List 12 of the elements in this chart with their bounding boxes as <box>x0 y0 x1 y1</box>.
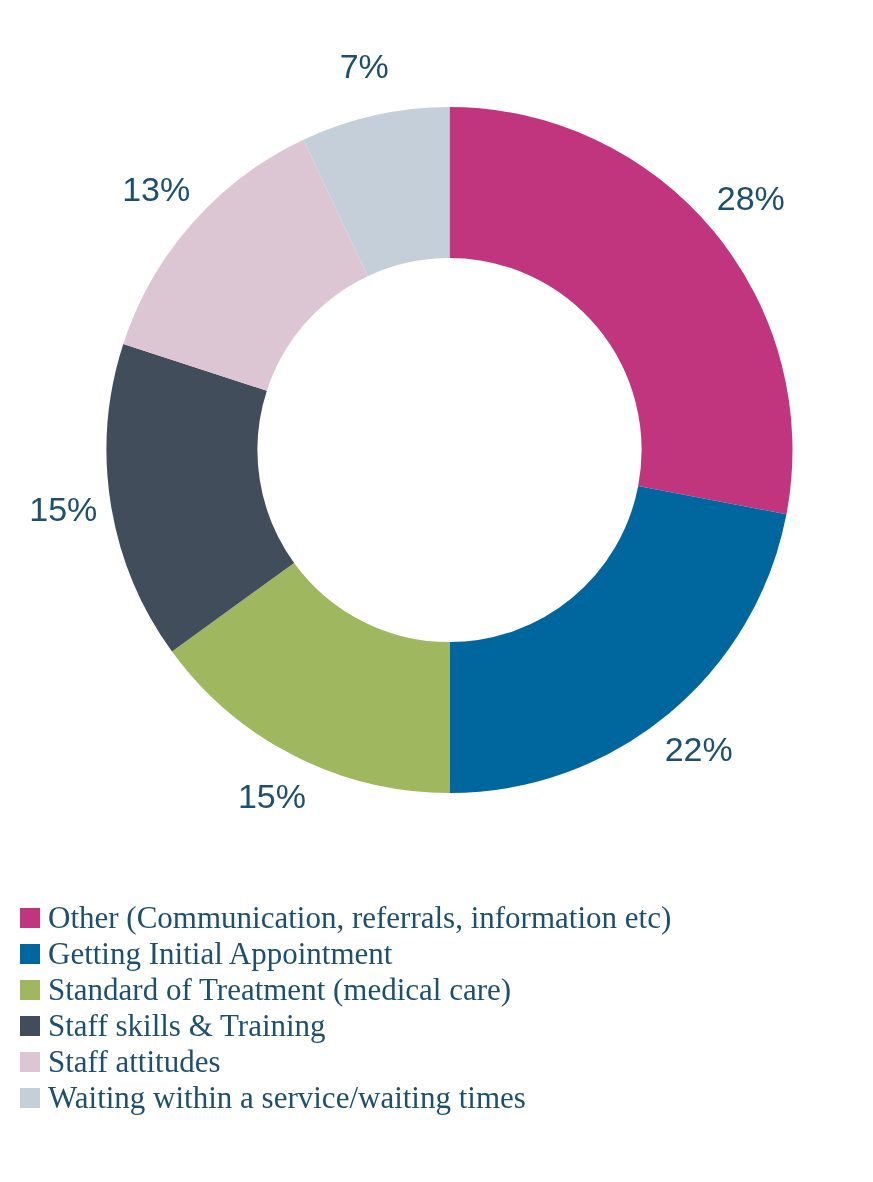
legend-label: Getting Initial Appointment <box>48 936 393 972</box>
data-label: 28% <box>716 179 785 218</box>
legend-label: Standard of Treatment (medical care) <box>48 972 512 1008</box>
legend-label: Staff attitudes <box>48 1044 221 1080</box>
legend-label: Waiting within a service/waiting times <box>48 1080 526 1116</box>
legend-label: Staff skills & Training <box>48 1008 326 1044</box>
data-label: 13% <box>122 169 191 208</box>
legend-label: Other (Communication, referrals, information etc) <box>48 900 672 936</box>
data-label: 15% <box>237 776 307 815</box>
data-label: 22% <box>664 729 733 768</box>
data-label: 15% <box>29 489 98 528</box>
data-label: 7% <box>339 46 389 85</box>
